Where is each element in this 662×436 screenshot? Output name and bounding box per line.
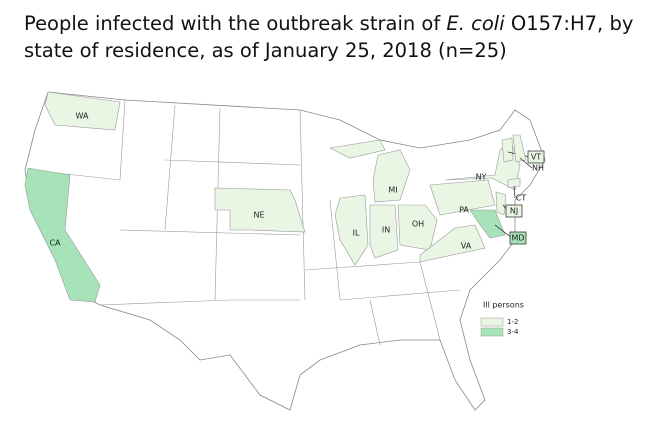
state-label: CA	[49, 239, 61, 248]
state-region	[419, 224, 486, 263]
state-region	[329, 139, 386, 159]
state-region	[214, 187, 306, 233]
legend-label: 1-2	[507, 318, 518, 326]
leader-line	[513, 185, 516, 199]
state-label: NE	[253, 211, 264, 220]
state-region	[369, 204, 399, 259]
state-label: CT	[516, 194, 527, 203]
state-label: PA	[459, 206, 469, 215]
state-region	[512, 134, 527, 163]
state-label: IL	[353, 229, 360, 238]
title-italic: E. coli	[446, 12, 505, 35]
leader-line	[494, 224, 513, 239]
map-title: People infected with the outbreak strain…	[24, 10, 654, 64]
label-box	[505, 204, 523, 218]
us-outline	[24, 91, 546, 411]
leader-line	[519, 157, 533, 169]
state-label: VA	[461, 242, 472, 251]
state-region	[44, 91, 121, 131]
state-region	[501, 137, 514, 163]
state-label: MD	[511, 234, 524, 243]
state-label: NH	[532, 164, 544, 173]
legend-label: 3-4	[507, 328, 519, 336]
title-text: People infected with the outbreak strain…	[24, 12, 447, 35]
state-label: VT	[531, 153, 541, 162]
state-label: WA	[76, 112, 89, 121]
legend-swatch	[480, 317, 504, 327]
state-label: NJ	[510, 207, 518, 216]
title-text: O157:H7, by state of residence, as of Ja…	[24, 12, 634, 62]
label-box	[509, 231, 527, 245]
state-label: MI	[388, 186, 397, 195]
label-box	[527, 150, 545, 164]
state-label: NY	[476, 173, 487, 182]
state-region	[372, 149, 411, 203]
state-region	[495, 191, 507, 216]
state-label: OH	[412, 220, 424, 229]
state-region	[397, 204, 438, 251]
legend-swatch	[480, 327, 504, 337]
state-region	[334, 194, 369, 266]
state-label: IN	[382, 226, 390, 235]
state-region	[507, 177, 521, 189]
state-region	[429, 179, 496, 216]
state-region	[24, 167, 101, 303]
state-region	[469, 209, 506, 239]
legend-title: Ill persons	[483, 301, 524, 310]
